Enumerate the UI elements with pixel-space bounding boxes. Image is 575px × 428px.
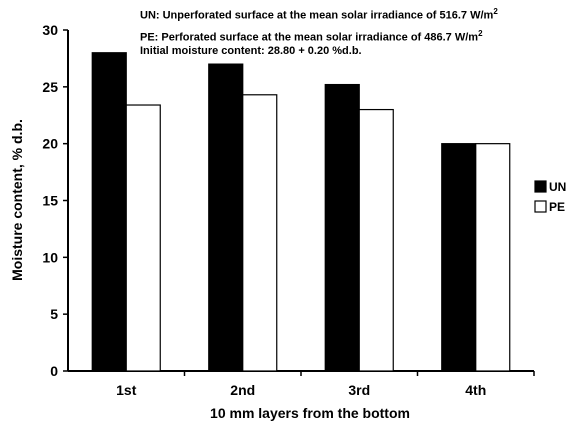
bars [91, 52, 511, 372]
bar-pe-4th [475, 143, 511, 372]
note-un-text: UN: Unperforated surface at the mean sol… [140, 9, 494, 22]
bar-pe-3rd [358, 108, 394, 372]
bar-un-2nd [208, 63, 244, 372]
note-pe-sup: 2 [478, 29, 483, 38]
x-tick-label: 2nd [230, 382, 255, 398]
y-tick-label: 30 [42, 22, 58, 38]
y-tick-label: 25 [42, 79, 58, 95]
x-axis-label: 10 mm layers from the bottom [210, 405, 410, 421]
legend-label-pe: PE [549, 200, 565, 214]
legend-label-un: UN [549, 180, 566, 194]
note-pe: PE: Perforated surface at the mean solar… [140, 29, 483, 44]
note-initial-moisture: Initial moisture content: 28.80 + 0.20 %… [140, 45, 362, 57]
x-tick-label: 3rd [348, 382, 370, 398]
bar-pe-1st [125, 104, 161, 372]
note-pe-text: PE: Perforated surface at the mean solar… [140, 31, 479, 44]
y-axis-label: Moisture content, % d.b. [9, 119, 25, 281]
bar-pe-2nd [242, 94, 278, 372]
y-tick-label: 10 [42, 249, 58, 265]
bar-un-3rd [324, 83, 360, 372]
y-tick-label: 15 [42, 193, 58, 209]
note-un-sup: 2 [493, 7, 498, 16]
y-tick-label: 0 [50, 363, 58, 379]
note-un: UN: Unperforated surface at the mean sol… [140, 7, 498, 22]
bar-un-4th [441, 143, 477, 372]
x-tick-label: 4th [465, 382, 486, 398]
x-tick-label: 1st [116, 382, 137, 398]
legend: UN PE [534, 180, 566, 214]
y-tick-label: 20 [42, 136, 58, 152]
legend-swatch-pe [534, 200, 547, 213]
y-tick-label: 5 [50, 306, 58, 322]
legend-swatch-un [534, 180, 547, 193]
bar-un-1st [91, 52, 127, 372]
